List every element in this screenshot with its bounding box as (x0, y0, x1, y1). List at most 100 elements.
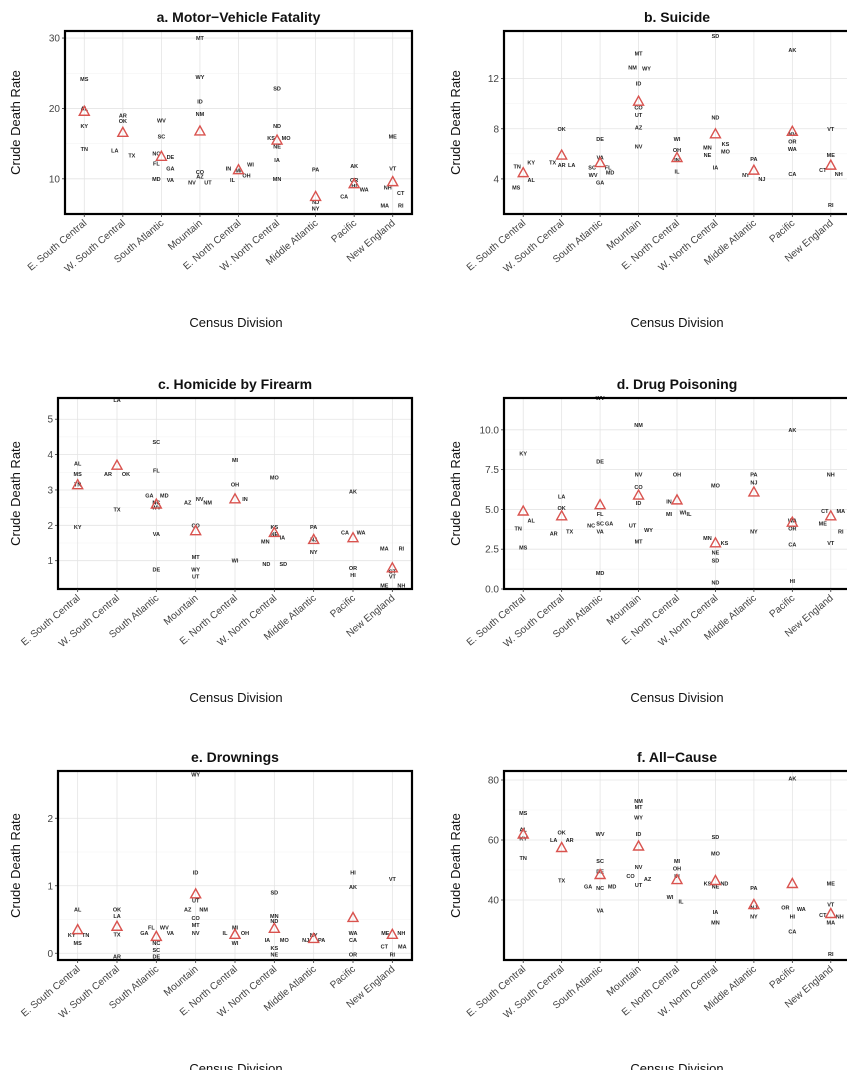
state-label-nv: NV (188, 180, 196, 186)
mean-triangle (632, 839, 645, 851)
state-label-nd: ND (262, 562, 270, 568)
state-label-ky: KY (519, 837, 527, 843)
state-label-nd: ND (720, 882, 728, 888)
y-tick-label: 20 (49, 104, 61, 115)
state-label-ny: NY (742, 173, 750, 179)
state-label-ny: NY (310, 550, 318, 556)
state-label-tx: TX (128, 154, 135, 160)
state-label-ct: CT (397, 191, 405, 197)
state-label-ne: NE (273, 144, 281, 150)
state-label-tx: TX (113, 932, 120, 938)
state-label-ne: NE (712, 885, 720, 891)
state-label-ar: AR (558, 163, 566, 169)
state-label-id: ID (193, 870, 199, 876)
state-label-ak: AK (788, 48, 796, 54)
mean-triangle (632, 488, 645, 500)
state-label-nj: NJ (758, 177, 765, 183)
state-label-al: AL (81, 106, 89, 112)
state-label-nd: ND (270, 919, 278, 925)
state-label-vt: VT (827, 127, 835, 133)
state-label-de: DE (167, 155, 175, 161)
state-label-il: IL (679, 900, 685, 906)
state-label-sc: SC (153, 948, 161, 954)
mean-triangle (632, 94, 645, 106)
state-label-ia: IA (713, 166, 719, 172)
y-axis-label: Crude Death Rate (448, 70, 463, 175)
state-label-fl: FL (597, 512, 604, 518)
state-label-ky: KY (519, 452, 527, 458)
state-label-nm: NM (634, 799, 643, 805)
state-label-sc: SC (158, 135, 166, 141)
y-axis-label: Crude Death Rate (8, 813, 23, 918)
state-label-me: ME (827, 882, 836, 888)
state-label-ny: NY (750, 915, 758, 921)
mean-triangle (709, 536, 722, 548)
chart-title: d. Drug Poisoning (617, 376, 738, 392)
state-label-hi: HI (790, 915, 796, 921)
mean-triangle (555, 841, 568, 853)
mean-triangle (228, 492, 242, 504)
state-label-ri: RI (398, 204, 404, 210)
y-tick-label: 1 (47, 556, 53, 567)
state-label-nc: NC (152, 500, 160, 506)
state-label-wi: WI (674, 137, 681, 143)
state-label-nd: ND (711, 581, 719, 587)
state-label-ca: CA (788, 172, 796, 178)
state-label-nd: ND (273, 124, 281, 130)
state-label-ky: KY (80, 124, 88, 130)
state-label-mn: MN (711, 921, 720, 927)
state-label-mi: MI (666, 512, 673, 518)
state-label-mi: MI (232, 458, 239, 464)
state-label-ks: KS (271, 946, 279, 952)
state-label-tx: TX (566, 530, 573, 536)
state-label-wi: WI (680, 511, 687, 517)
state-label-ok: OK (558, 127, 566, 133)
state-label-mt: MT (635, 539, 644, 545)
x-tick-label: Pacific (328, 964, 358, 991)
state-label-sd: SD (273, 87, 281, 93)
state-label-la: LA (558, 495, 565, 501)
state-label-wy: WY (191, 772, 200, 778)
state-label-or: OR (349, 953, 357, 959)
state-label-vt: VT (389, 166, 397, 172)
state-label-or: OR (350, 178, 358, 184)
state-label-va: VA (167, 178, 174, 184)
state-label-ri: RI (828, 952, 834, 958)
state-label-tn: TN (81, 147, 88, 153)
mean-triangle (307, 931, 320, 944)
state-label-mo: MO (721, 149, 731, 155)
state-label-co: CO (634, 105, 643, 111)
state-label-wa: WA (797, 907, 806, 913)
state-label-la: LA (568, 163, 575, 169)
state-label-nc: NC (587, 523, 595, 529)
state-label-md: MD (152, 177, 161, 183)
state-label-ia: IA (265, 938, 271, 944)
state-label-wy: WY (191, 568, 200, 574)
state-label-ms: MS (80, 77, 89, 83)
state-label-sc: SC (596, 859, 604, 865)
state-label-nv: NV (635, 865, 643, 871)
mean-triangle (193, 124, 207, 136)
y-tick-label: 60 (488, 836, 500, 847)
state-label-ar: AR (119, 113, 127, 119)
state-label-hi: HI (350, 870, 356, 876)
state-label-ia: IA (713, 910, 719, 916)
y-axis-label: Crude Death Rate (448, 441, 463, 546)
state-label-tx: TX (549, 161, 556, 167)
y-axis-label: Crude Death Rate (8, 441, 23, 546)
state-label-nc: NC (152, 941, 160, 947)
state-label-nv: NV (635, 472, 643, 478)
mean-triangle (747, 163, 761, 175)
state-label-nj: NJ (302, 938, 309, 944)
state-label-wi: WI (232, 559, 239, 565)
state-label-me: ME (381, 931, 390, 937)
x-tick-label: Mountain (605, 218, 644, 253)
mean-triangle (386, 175, 399, 187)
state-label-nh: NH (397, 583, 405, 589)
state-label-wa: WA (349, 931, 358, 937)
mean-triangle (555, 509, 568, 521)
state-label-nc: NC (596, 886, 604, 892)
